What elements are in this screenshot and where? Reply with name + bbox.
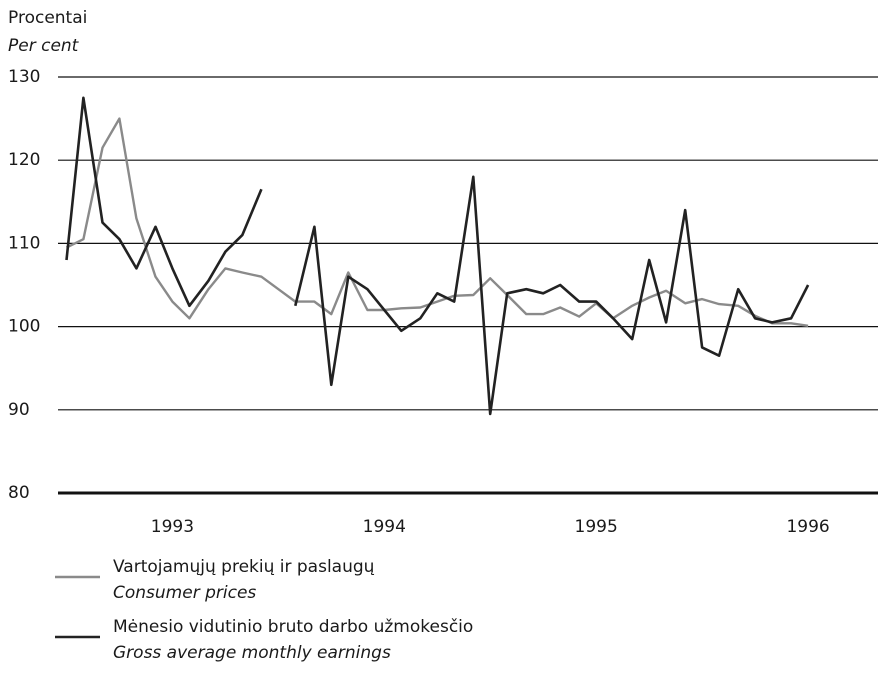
- legend-label: Mėnesio vidutinio bruto darbo užmokesčio: [113, 617, 473, 637]
- y-tick-label: 120: [8, 150, 40, 170]
- legend-label-en: Consumer prices: [113, 583, 256, 603]
- legend-label-en: Gross average monthly earnings: [113, 643, 391, 663]
- x-tick-label: 1995: [575, 517, 618, 537]
- series-line: [65, 117, 809, 327]
- y-axis-label: Procentai: [8, 8, 87, 28]
- legend-label: Vartojamųjų prekių ir paslaugų: [113, 557, 375, 577]
- y-tick-label: 110: [8, 233, 40, 253]
- x-tick-label: 1994: [363, 517, 406, 537]
- series-line: [65, 96, 810, 416]
- y-tick-label: 90: [8, 400, 30, 420]
- x-tick-label: 1993: [151, 517, 194, 537]
- x-tick-label: 1996: [786, 517, 829, 537]
- y-tick-label: 130: [8, 67, 40, 87]
- y-tick-label: 80: [8, 483, 30, 503]
- y-tick-label: 100: [8, 317, 40, 337]
- y-axis-label-en: Per cent: [8, 36, 80, 56]
